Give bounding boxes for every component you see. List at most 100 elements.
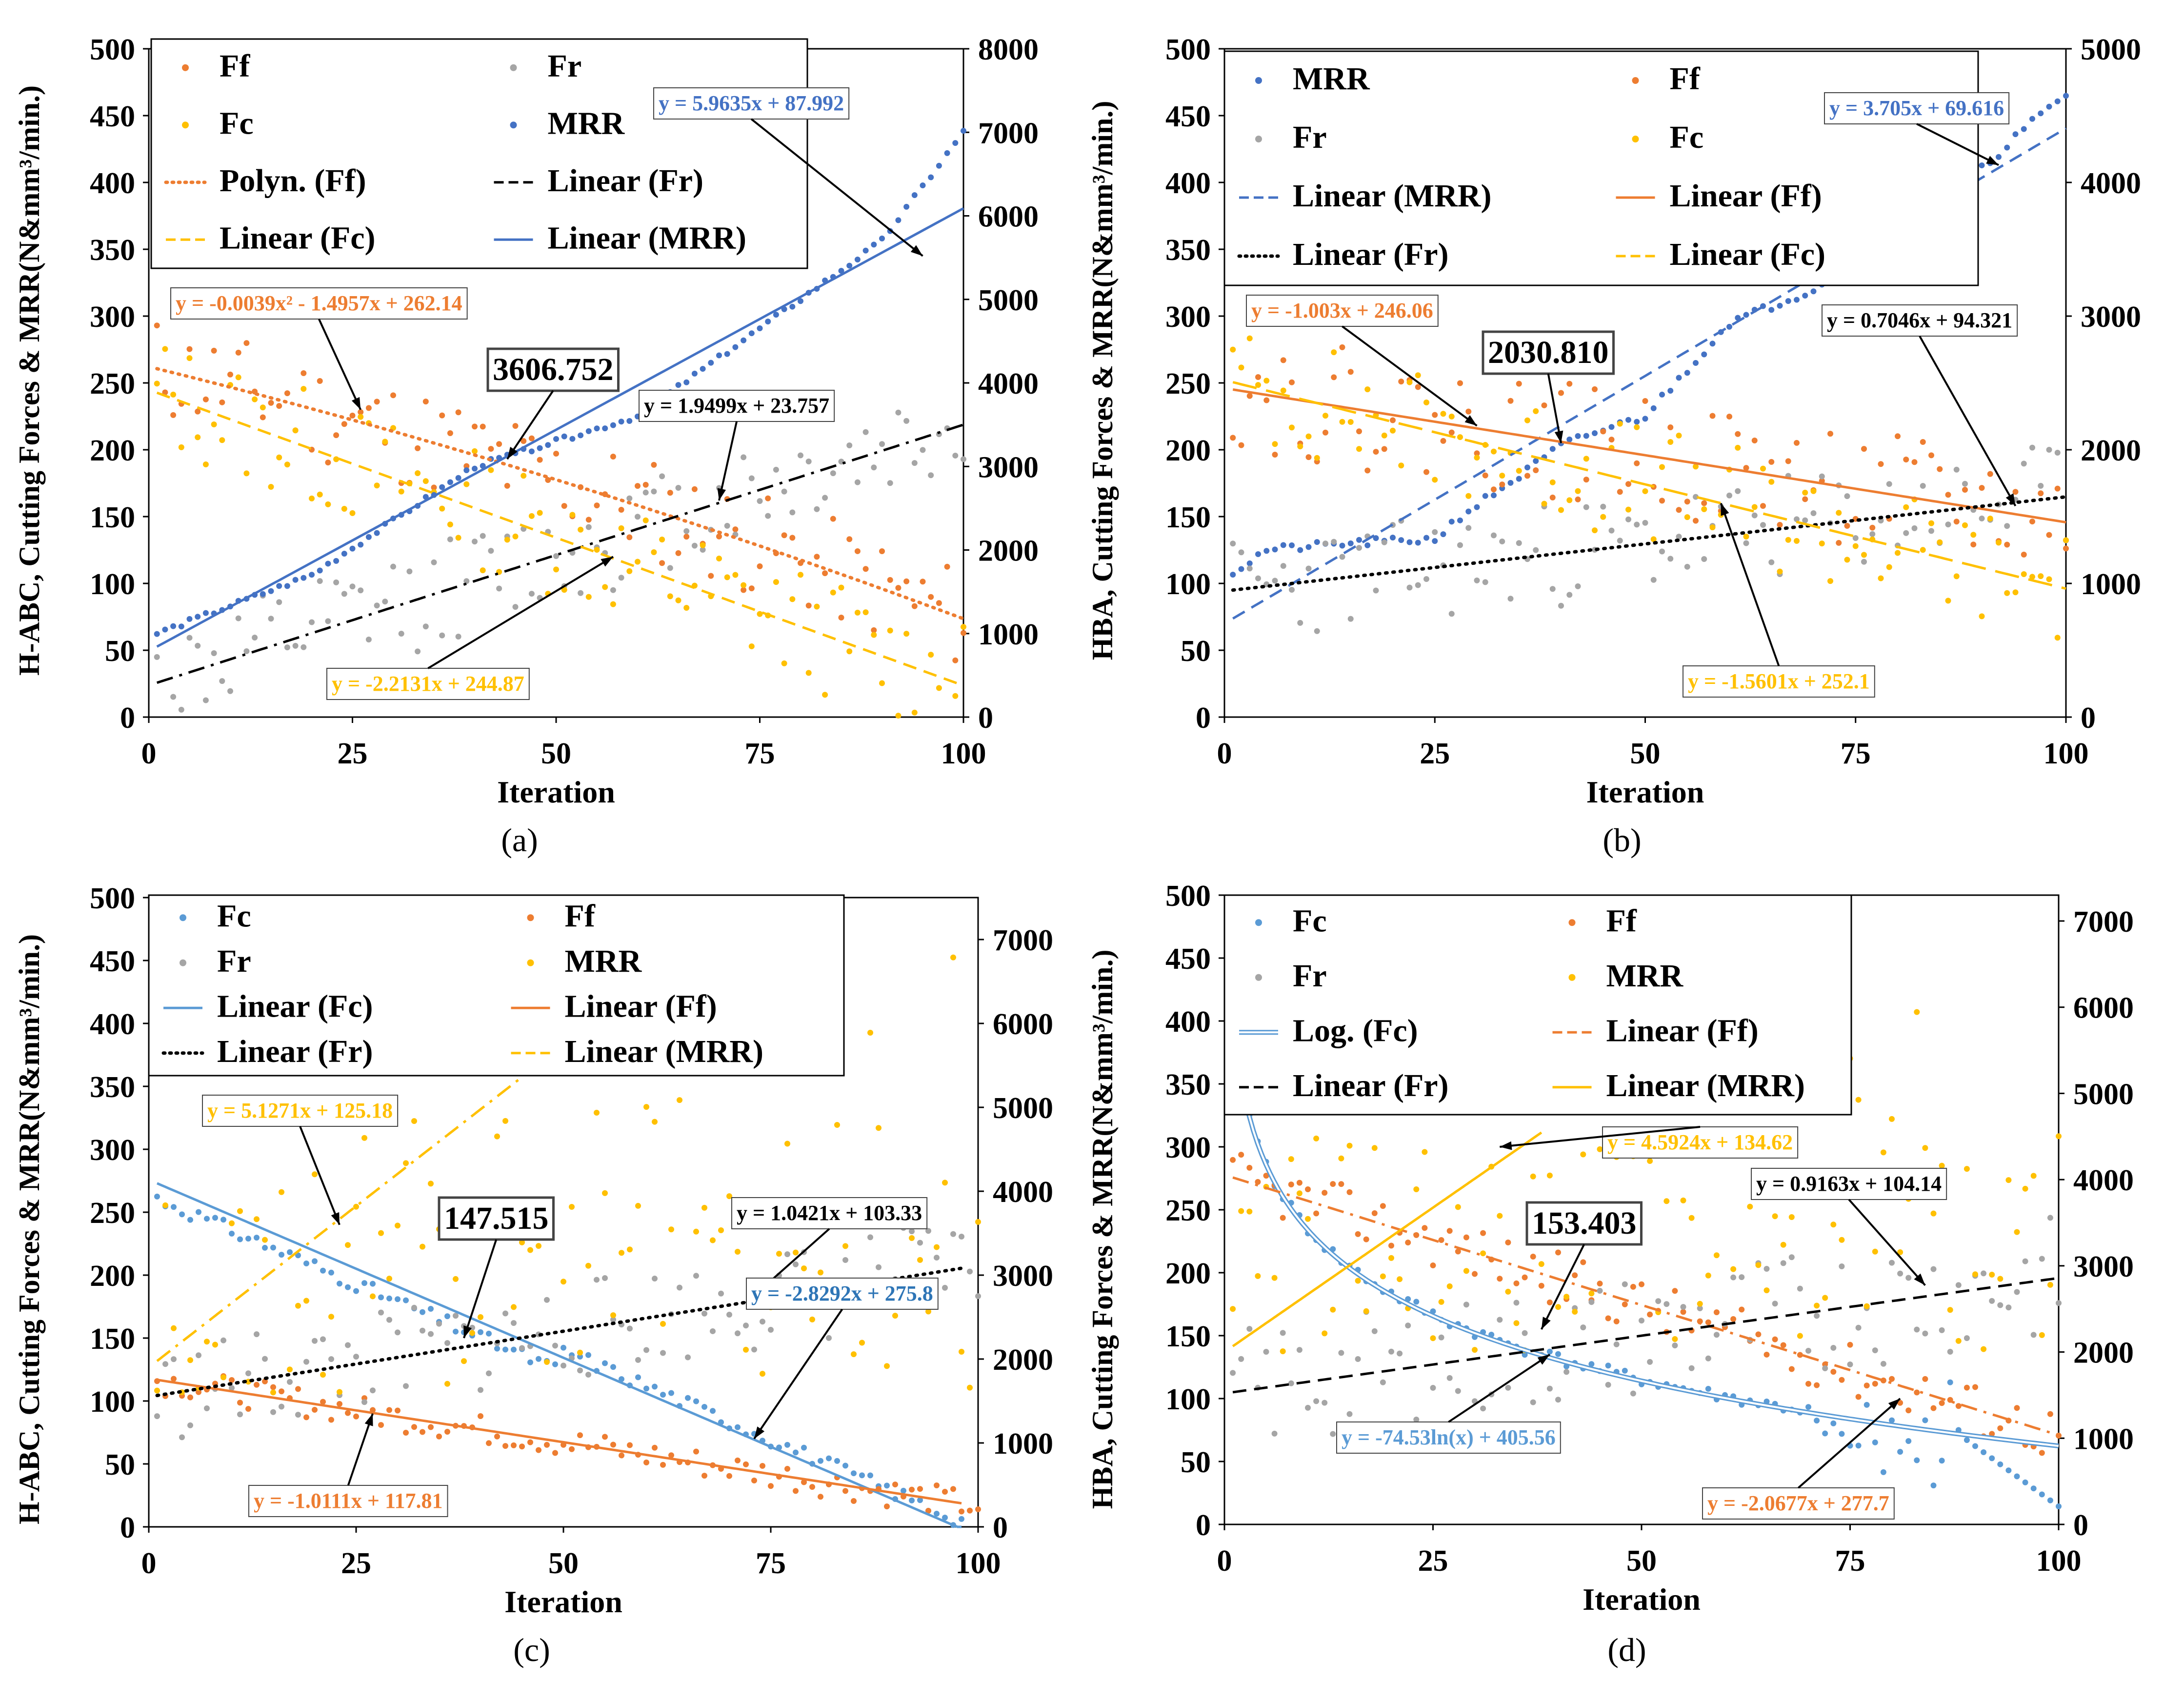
data-point [805,602,812,609]
data-point [1592,527,1598,534]
data-point [420,1327,425,1334]
y-tick-label: 100 [1165,1383,1211,1416]
data-point [1930,1210,1937,1217]
chart-panel-d: 0501001502002503003504004505000100020003… [1086,880,2134,1668]
data-point [545,477,551,483]
data-point [488,446,494,452]
data-point [903,418,910,424]
data-point [195,408,201,415]
data-point [1280,1330,1286,1336]
legend-box [1223,894,1852,1116]
data-point [975,1219,981,1225]
data-point [859,1472,865,1479]
data-point [635,1357,641,1363]
data-point [1830,1345,1837,1351]
data-point [798,298,803,304]
data-point [1822,1365,1828,1372]
data-point [170,694,177,700]
legend-label: Ff [220,48,250,84]
data-point [1844,523,1850,529]
data-point [220,1337,226,1343]
data-point [1836,540,1842,546]
data-point [1709,340,1716,347]
data-point [1953,573,1960,580]
data-point [154,1387,160,1394]
data-point [846,442,853,448]
data-point [260,591,266,597]
x-tick-label: 50 [1630,737,1661,770]
data-point [585,1372,591,1378]
data-point [1830,1420,1837,1426]
data-point [2005,1304,2012,1311]
legend-label: MRR [1606,958,1684,994]
data-point [1768,479,1775,485]
data-point [1981,1449,1987,1455]
data-point [1440,531,1446,538]
x-tick-label: 50 [541,737,571,770]
data-point [2039,1491,2045,1498]
annotation: y = 4.5924x + 134.62 [1500,1126,1799,1159]
legend-label: Fc [1293,903,1327,939]
data-point [594,547,600,553]
data-point [496,585,502,592]
data-point [585,517,592,523]
data-point [735,1330,741,1337]
data-point [1647,1311,1653,1318]
data-point [374,482,380,489]
data-point [1805,1404,1811,1410]
data-point [1533,408,1539,414]
annotation-text: y = -0.0039x² - 1.4957x + 262.14 [176,291,462,315]
data-point [693,1228,699,1235]
data-point [320,1336,326,1342]
y2-tick-label: 5000 [2073,1078,2134,1111]
data-point [1313,1135,1320,1141]
data-point [411,1118,417,1124]
data-point [154,380,160,387]
x-tick-label: 100 [956,1547,1001,1580]
data-point [496,441,502,447]
data-point [1997,1461,2004,1467]
annotation-arrowhead [331,1212,340,1225]
data-point [1814,1382,1820,1388]
data-point [901,1487,906,1494]
data-point [536,1356,541,1362]
y-axis-title: HBA, Cutting Forces & MRR(N&mm³/min.) [1086,950,1119,1509]
data-point [447,536,453,542]
y-tick-label: 150 [1165,501,1211,534]
x-tick-label: 75 [1841,737,1871,770]
data-point [1822,1430,1828,1437]
annotation-text: y = 1.9499x + 23.757 [644,394,829,418]
legend-marker [1568,974,1576,981]
data-point [1230,1306,1236,1312]
data-point [237,1411,243,1418]
x-tick-label: 0 [141,1547,157,1580]
data-point [876,1264,882,1270]
data-point [537,445,543,451]
data-point [1322,540,1328,547]
data-point [1705,1386,1711,1392]
data-point [353,1354,359,1360]
data-point [1639,1281,1644,1287]
data-point [386,1295,392,1301]
annotation-arrow [1919,336,2017,507]
data-point [1676,534,1682,540]
data-point [2029,519,2035,525]
data-point [693,1273,699,1279]
data-point [693,1448,699,1455]
data-point [1930,1405,1937,1411]
data-point [358,541,364,548]
data-point [154,654,160,660]
data-point [1230,1370,1236,1376]
data-point [765,495,771,501]
x-tick-label: 75 [745,737,775,770]
x-tick-label: 25 [341,1547,371,1580]
data-point [1962,480,1968,487]
data-point [1465,408,1472,415]
data-point [243,648,250,654]
data-point [439,484,445,490]
data-point [422,399,429,405]
data-point [920,182,926,189]
data-point [1814,1302,1820,1309]
annotation: y = -2.2131x + 244.87 [326,556,614,700]
data-point [1507,480,1514,486]
